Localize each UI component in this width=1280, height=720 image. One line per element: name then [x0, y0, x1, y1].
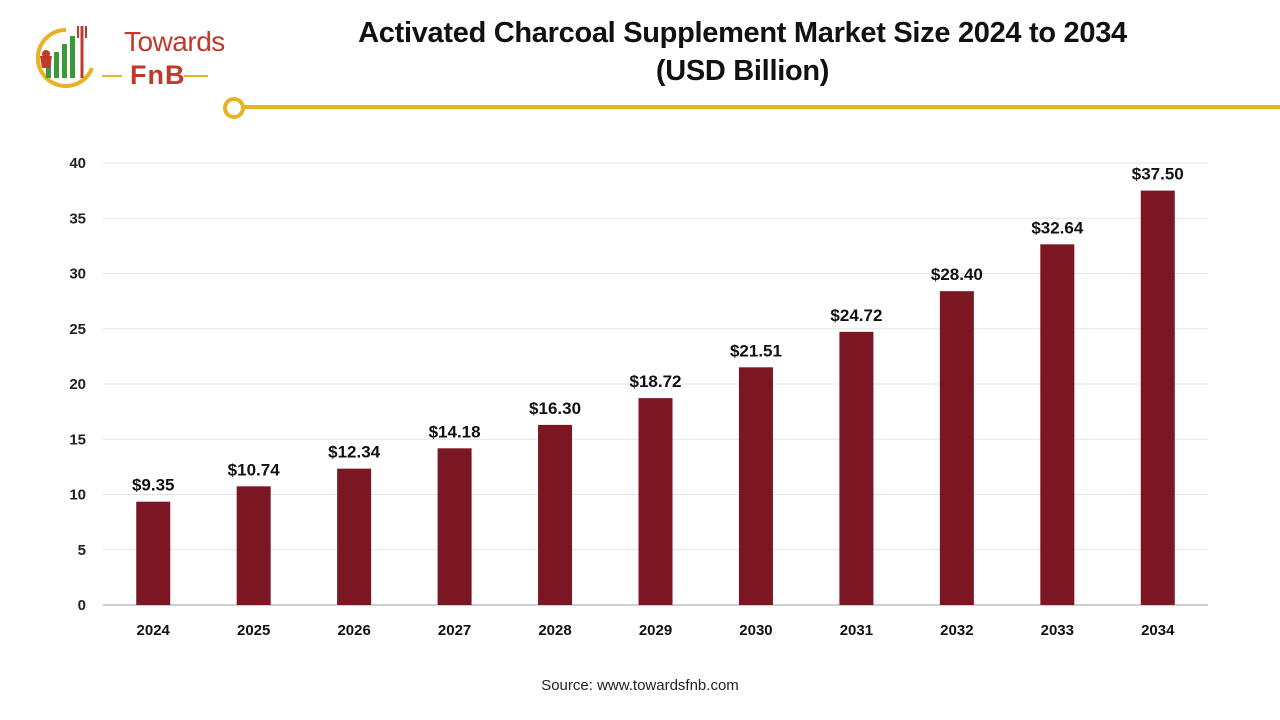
- y-tick-label: 5: [78, 542, 86, 559]
- x-tick-label: 2029: [639, 622, 672, 639]
- data-label: $18.72: [630, 372, 682, 391]
- bar-2029: [638, 398, 673, 605]
- x-tick-label: 2034: [1141, 622, 1175, 639]
- x-tick-label: 2030: [739, 622, 772, 639]
- chart-title-block: Activated Charcoal Supplement Market Siz…: [280, 14, 1205, 90]
- logo-emblem-icon: [35, 26, 94, 88]
- bar-2034: [1140, 190, 1175, 605]
- bar-2033: [1040, 244, 1075, 605]
- data-label: $14.18: [429, 422, 481, 441]
- bar-2030: [738, 367, 773, 605]
- bar-2027: [437, 448, 472, 605]
- y-tick-label: 30: [69, 266, 86, 283]
- y-tick-label: 15: [69, 431, 86, 448]
- y-tick-label: 35: [69, 210, 86, 227]
- data-label: $16.30: [529, 399, 581, 418]
- bar-2032: [939, 291, 974, 605]
- logo-dash-right: [184, 75, 208, 77]
- x-tick-label: 2025: [237, 622, 270, 639]
- data-label: $9.35: [132, 476, 175, 495]
- x-tick-label: 2032: [940, 622, 973, 639]
- data-label: $32.64: [1031, 218, 1084, 237]
- bar-2028: [538, 424, 573, 605]
- data-label: $37.50: [1132, 165, 1184, 184]
- x-tick-label: 2028: [538, 622, 571, 639]
- x-tick-label: 2026: [337, 622, 370, 639]
- logo-name-top: Towards: [124, 26, 225, 57]
- bar-2024: [136, 501, 171, 605]
- brand-logo[interactable]: Towards FnB: [26, 16, 225, 96]
- y-tick-label: 25: [69, 321, 86, 338]
- x-tick-label: 2027: [438, 622, 471, 639]
- data-label: $10.74: [228, 460, 281, 479]
- logo-dash-left: [102, 75, 122, 77]
- bar-2025: [236, 486, 271, 605]
- header-rule-line: [243, 105, 1280, 109]
- bar-2026: [337, 468, 372, 605]
- data-label: $28.40: [931, 265, 983, 284]
- data-label: $12.34: [328, 443, 381, 462]
- source-note: Source: www.towardsfnb.com: [541, 677, 739, 694]
- logo-name-bottom: FnB: [130, 60, 186, 90]
- x-tick-label: 2033: [1041, 622, 1074, 639]
- data-label: $24.72: [830, 306, 882, 325]
- data-label: $21.51: [730, 341, 782, 360]
- y-tick-label: 40: [69, 155, 86, 172]
- bar-2031: [839, 331, 874, 605]
- chart-title: Activated Charcoal Supplement Market Siz…: [358, 17, 1127, 49]
- y-tick-label: 0: [78, 597, 86, 614]
- y-tick-label: 10: [69, 487, 86, 504]
- x-tick-label: 2024: [137, 622, 171, 639]
- y-tick-label: 20: [69, 376, 86, 393]
- chart-subtitle: (USD Billion): [655, 55, 830, 87]
- x-tick-label: 2031: [840, 622, 873, 639]
